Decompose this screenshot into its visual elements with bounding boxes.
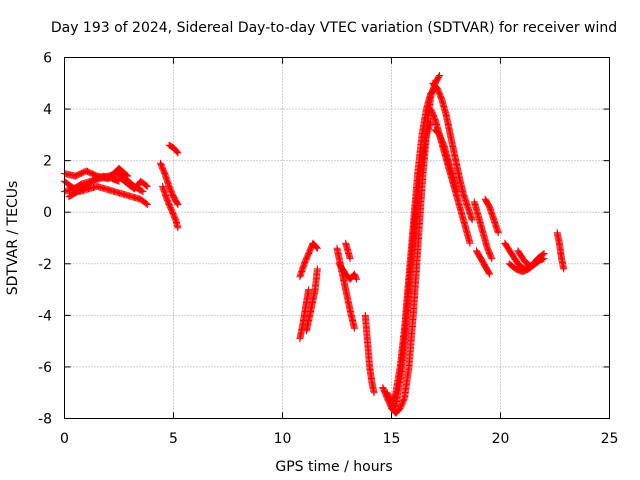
series-arc-15 xyxy=(361,311,378,397)
marker-path xyxy=(117,175,151,193)
marker-path xyxy=(361,311,378,397)
series-arc-19 xyxy=(429,79,476,224)
marker-path xyxy=(65,172,123,201)
chart-title: Day 193 of 2024, Sidereal Day-to-day VTE… xyxy=(51,20,617,36)
marker-path xyxy=(431,126,461,196)
grid-lines xyxy=(64,57,610,419)
series-arc-22 xyxy=(470,198,496,263)
marker-path xyxy=(165,141,182,157)
x-axis-label: GPS time / hours xyxy=(275,459,392,475)
marker-path xyxy=(470,198,496,263)
y-tick-label: 2 xyxy=(43,154,52,170)
marker-path xyxy=(553,229,568,273)
y-axis-label: SDTVAR / TECUs xyxy=(5,181,21,296)
y-tick-label: -4 xyxy=(38,308,52,324)
marker-path xyxy=(514,247,548,270)
x-tick-label: 10 xyxy=(274,431,292,447)
marker-path xyxy=(335,260,361,283)
series-arc-07 xyxy=(159,182,182,232)
series-arc-06 xyxy=(156,159,182,208)
series-arc-21 xyxy=(431,126,461,196)
series-arc-12 xyxy=(333,244,358,332)
marker-path xyxy=(296,286,313,343)
marker-path xyxy=(156,159,182,208)
y-tick-label: -8 xyxy=(38,412,52,428)
series-arc-18 xyxy=(388,118,435,412)
x-tick-label: 20 xyxy=(492,431,510,447)
axis-ticks xyxy=(64,57,610,419)
marker-path xyxy=(333,244,358,332)
series-arc-05 xyxy=(117,175,151,193)
y-tick-label: 6 xyxy=(43,51,52,67)
y-tick-label: -2 xyxy=(38,257,52,273)
x-tick-label: 0 xyxy=(60,431,69,447)
data-points xyxy=(61,72,568,417)
y-tick-label: 0 xyxy=(43,205,52,221)
series-arc-14 xyxy=(342,239,354,263)
y-tick-labels: -8 -6 -4 -2 0 2 4 6 xyxy=(38,51,52,428)
series-arc-23 xyxy=(481,195,502,237)
series-arc-11 xyxy=(303,265,321,335)
x-tick-label: 25 xyxy=(601,431,619,447)
marker-path xyxy=(303,265,321,335)
y-tick-label: 4 xyxy=(43,102,52,118)
plot-frame xyxy=(64,57,610,419)
marker-path xyxy=(429,79,476,224)
marker-path xyxy=(296,239,321,281)
series-arc-09 xyxy=(296,286,313,343)
x-tick-label: 5 xyxy=(169,431,178,447)
marker-path xyxy=(388,118,435,412)
series-arc-04 xyxy=(65,172,123,201)
series-arc-10 xyxy=(296,239,321,281)
series-arc-08 xyxy=(165,141,182,157)
series-arc-27 xyxy=(514,247,548,270)
marker-path xyxy=(473,247,494,278)
marker-path xyxy=(481,195,502,237)
series-arc-28 xyxy=(553,229,568,273)
series-arc-24 xyxy=(473,247,494,278)
marker-path xyxy=(159,182,182,232)
y-tick-label: -6 xyxy=(38,360,52,376)
marker-path xyxy=(342,239,354,263)
x-tick-label: 15 xyxy=(383,431,401,447)
series-arc-13 xyxy=(335,260,361,283)
x-tick-labels: 0 5 10 15 20 25 xyxy=(60,431,618,447)
